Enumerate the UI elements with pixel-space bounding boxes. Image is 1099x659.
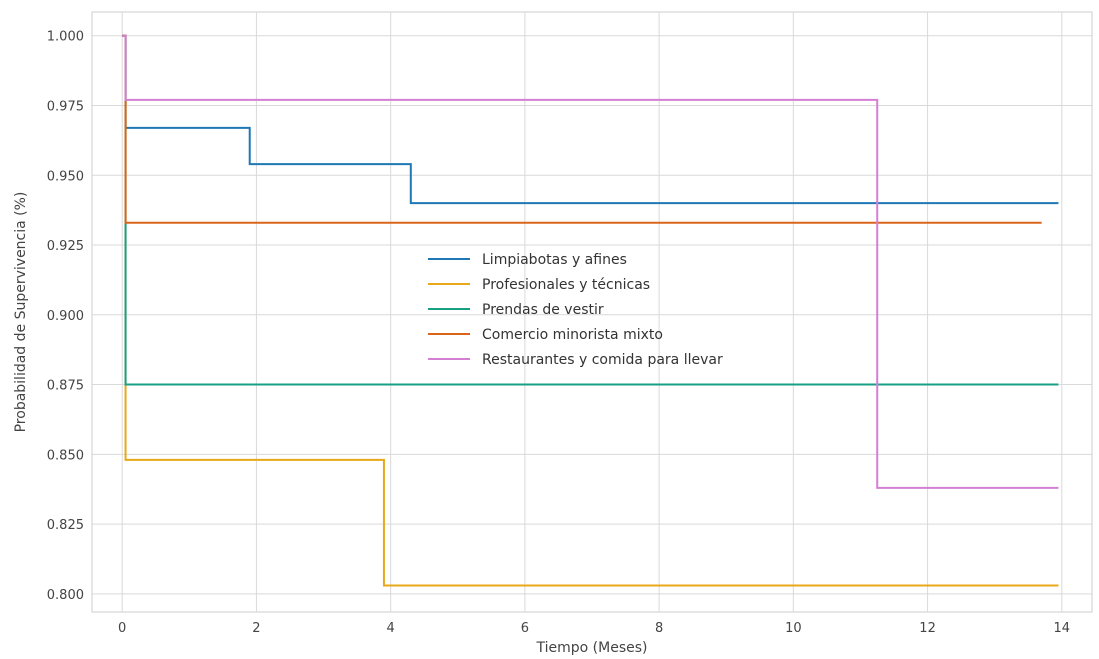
x-tick-labels: 0 2 4 6 8 10 12 14 [118, 621, 1070, 636]
legend: Limpiabotas y afines Profesionales y técn… [428, 252, 723, 368]
x-tick-label: 2 [252, 621, 260, 636]
y-tick-label: 0.850 [47, 448, 84, 463]
y-tick-label: 0.900 [47, 309, 84, 324]
x-tick-label: 8 [655, 621, 663, 636]
y-tick-labels: 0.800 0.825 0.850 0.875 0.900 0.925 0.950 0.975… [47, 30, 84, 603]
x-tick-label: 12 [919, 621, 936, 636]
y-axis-label: Probabilidad de Supervivencia (%) [13, 192, 29, 433]
x-tick-label: 14 [1054, 621, 1071, 636]
legend-label: Profesionales y técnicas [482, 277, 650, 293]
plot-area [91, 11, 1093, 613]
legend-label: Comercio minorista mixto [482, 327, 663, 343]
x-tick-label: 4 [387, 621, 395, 636]
y-tick-label: 0.825 [47, 518, 84, 533]
grid [92, 12, 1092, 612]
x-axis-label: Tiempo (Meses) [536, 640, 648, 656]
x-tick-label: 0 [118, 621, 126, 636]
y-tick-label: 0.875 [47, 379, 84, 394]
legend-label: Prendas de vestir [482, 302, 604, 318]
series-line [122, 34, 1059, 489]
y-tick-label: 0.975 [47, 99, 84, 114]
legend-label: Limpiabotas y afines [482, 252, 627, 268]
x-tick-label: 6 [521, 621, 529, 636]
x-tick-label: 10 [785, 621, 802, 636]
y-tick-label: 1.000 [47, 30, 84, 45]
legend-label: Restaurantes y comida para llevar [482, 352, 723, 368]
y-tick-label: 0.950 [47, 169, 84, 184]
y-tick-label: 0.800 [47, 588, 84, 603]
series-lines [122, 34, 1059, 587]
y-tick-label: 0.925 [47, 239, 84, 254]
